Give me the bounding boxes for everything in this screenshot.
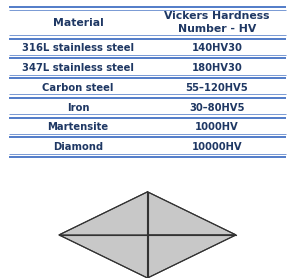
Text: 347L stainless steel: 347L stainless steel [22,63,134,73]
Text: Material: Material [53,18,104,28]
Text: 316L stainless steel: 316L stainless steel [22,43,134,53]
Text: Diamond: Diamond [53,142,103,152]
Polygon shape [59,235,148,278]
Text: 180HV30: 180HV30 [191,63,242,73]
Text: 1000HV: 1000HV [195,122,239,132]
Text: Iron: Iron [67,103,89,113]
Text: 55–120HV5: 55–120HV5 [186,83,248,93]
Text: 10000HV: 10000HV [191,142,242,152]
Text: 30–80HV5: 30–80HV5 [189,103,245,113]
Polygon shape [148,235,236,278]
Text: Martensite: Martensite [47,122,109,132]
Text: 140HV30: 140HV30 [191,43,242,53]
Text: Carbon steel: Carbon steel [42,83,114,93]
Text: Vickers Hardness
Number - HV: Vickers Hardness Number - HV [164,11,270,34]
Polygon shape [148,192,236,235]
Polygon shape [59,192,148,235]
